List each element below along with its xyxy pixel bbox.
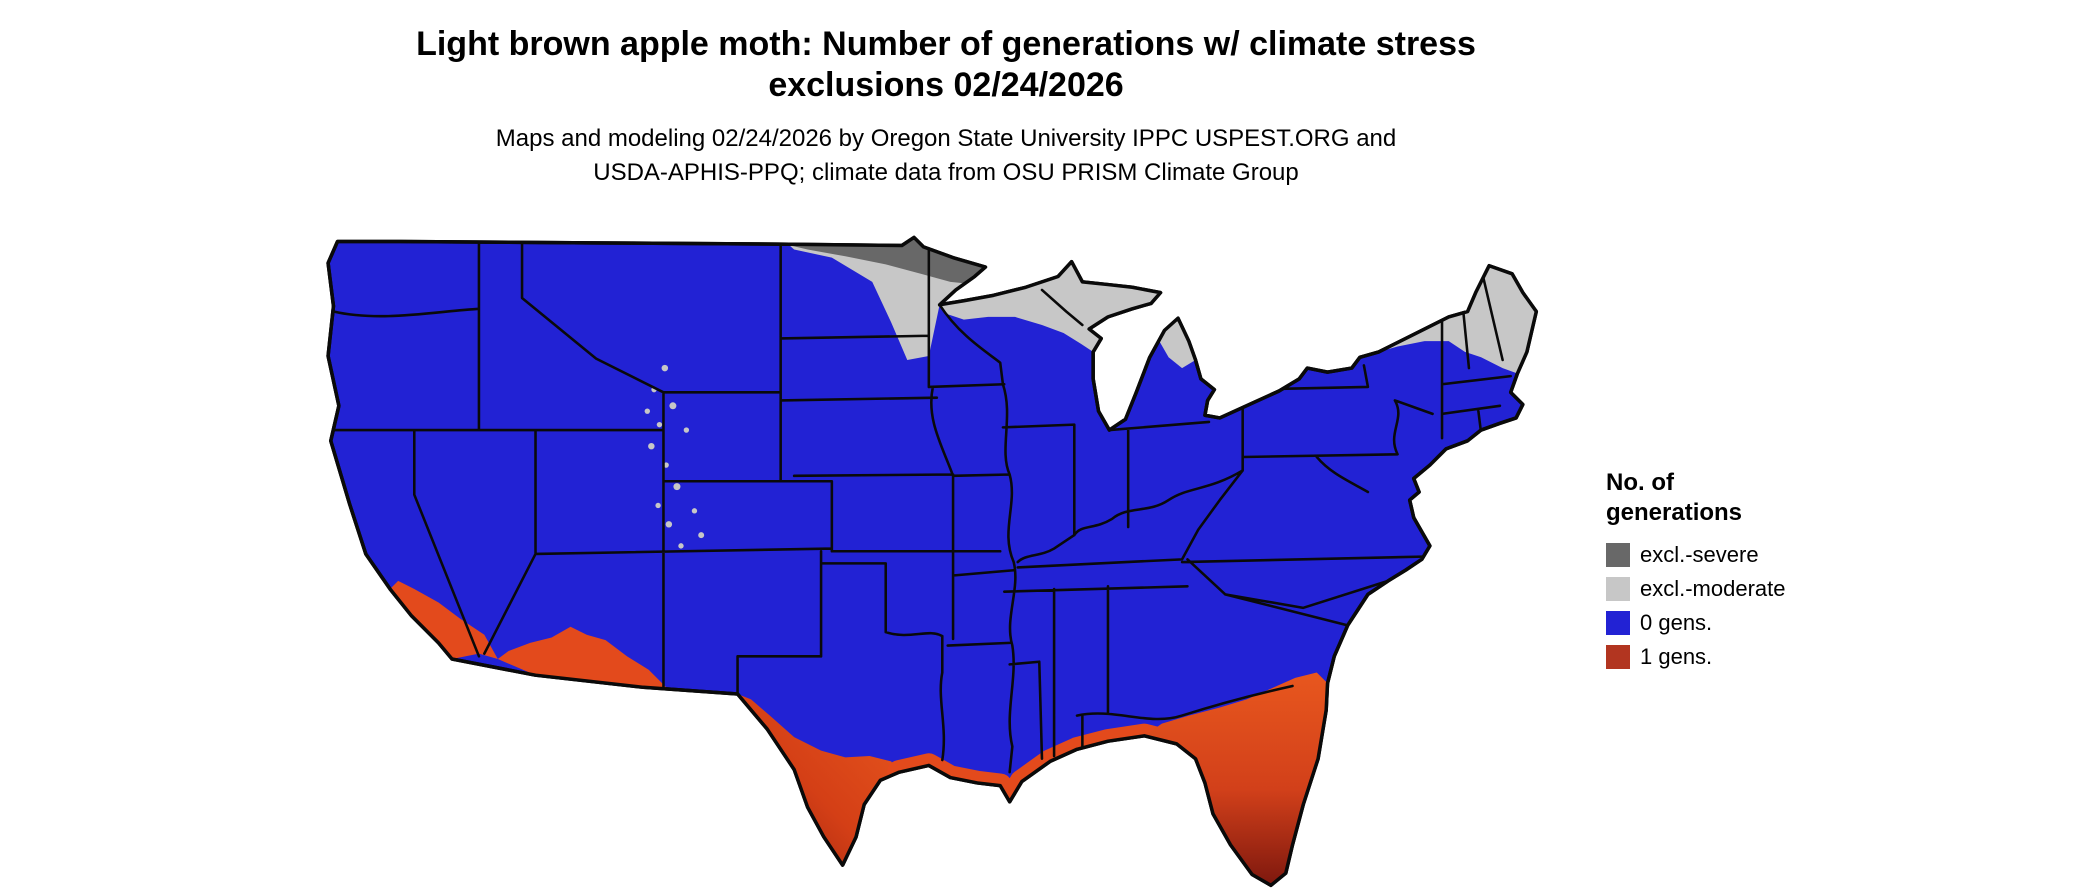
legend-swatch-one-gen (1606, 645, 1630, 669)
legend-label-excl-moderate: excl.-moderate (1640, 576, 1786, 601)
figure-title: Light brown apple moth: Number of genera… (0, 24, 1892, 107)
legend-label-zero-gens: 0 gens. (1640, 610, 1713, 635)
legend-title-line-2: generations (1606, 499, 1743, 526)
title-line-2: exclusions 02/24/2026 (768, 66, 1124, 105)
legend-swatch-excl-severe (1606, 543, 1630, 567)
legend-row-excl-moderate: excl.-moderate (1606, 574, 1886, 604)
subtitle-line-2: USDA-APHIS-PPQ; climate data from OSU PR… (593, 159, 1299, 187)
legend-label-excl-severe: excl.-severe (1640, 542, 1759, 567)
legend-swatch-excl-moderate (1606, 577, 1630, 601)
region-excl-severe (784, 237, 986, 285)
legend-row-one-gen: 1 gens. (1606, 642, 1886, 672)
region-one-gen-arizona (497, 626, 668, 689)
state-borders (332, 237, 1512, 774)
map-legend: No. of generations excl.-severe excl.-mo… (1606, 468, 1886, 676)
legend-title-line-1: No. of (1606, 469, 1674, 496)
region-one-gen-florida (1144, 672, 1328, 886)
us-map-svg (326, 235, 1539, 888)
title-line-1: Light brown apple moth: Number of genera… (416, 25, 1476, 63)
legend-title: No. of generations (1606, 468, 1886, 528)
subtitle-line-1: Maps and modeling 02/24/2026 by Oregon S… (495, 125, 1397, 152)
legend-items: excl.-severe excl.-moderate 0 gens. 1 ge… (1606, 540, 1886, 672)
us-outline (326, 235, 1539, 888)
figure-subtitle: Maps and modeling 02/24/2026 by Oregon S… (0, 122, 1892, 190)
legend-row-zero-gens: 0 gens. (1606, 608, 1886, 638)
us-map (320, 228, 1539, 888)
legend-label-one-gen: 1 gens. (1640, 644, 1713, 669)
legend-swatch-zero-gens (1606, 611, 1630, 635)
elevation-speckles (644, 364, 705, 549)
legend-row-excl-severe: excl.-severe (1606, 540, 1886, 570)
